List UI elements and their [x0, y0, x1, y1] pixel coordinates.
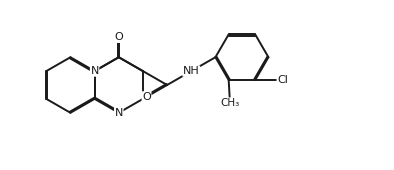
Text: N: N: [115, 108, 123, 118]
Text: N: N: [91, 66, 99, 76]
Text: O: O: [114, 32, 123, 42]
Text: Cl: Cl: [277, 75, 288, 85]
Text: CH₃: CH₃: [220, 98, 239, 108]
Text: NH: NH: [183, 66, 200, 76]
Text: O: O: [142, 92, 151, 102]
